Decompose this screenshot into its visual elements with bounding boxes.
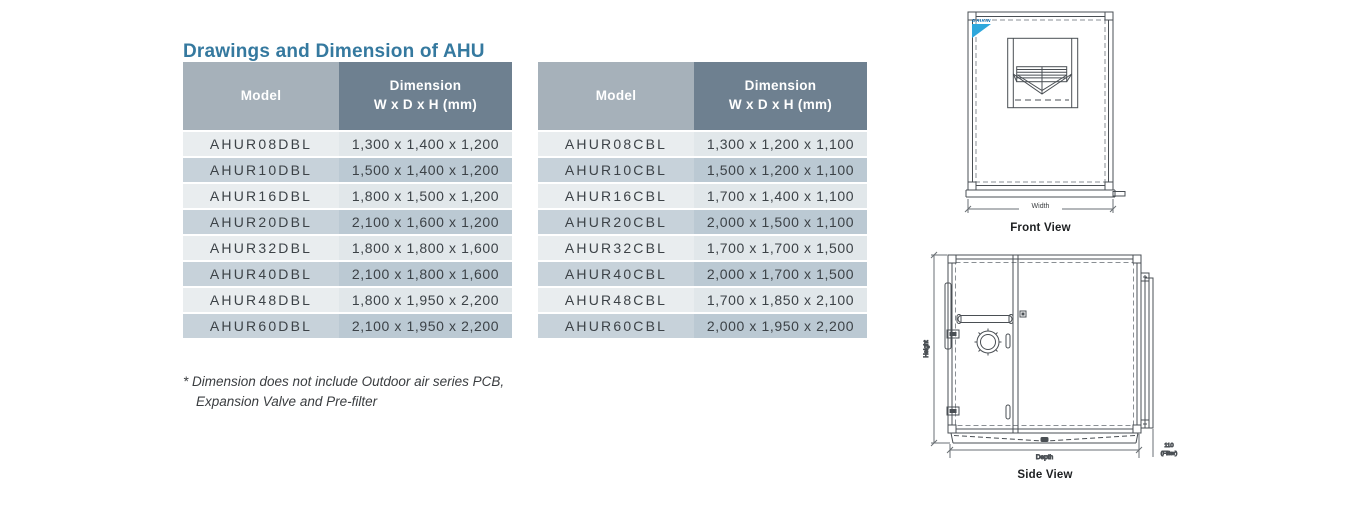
front-view-drawing: Width DAIKIN Front View xyxy=(945,8,1145,234)
daikin-logo: DAIKIN xyxy=(972,18,991,38)
dimension-cell: 2,000 x 1,950 x 2,200 xyxy=(694,314,867,338)
model-cell: AHUR10CBL xyxy=(538,158,694,182)
table-row: AHUR08DBL 1,300 x 1,400 x 1,200 xyxy=(183,132,512,156)
table-header: Model Dimension W x D x H (mm) xyxy=(183,62,512,130)
filter-panel-icon xyxy=(1140,272,1154,429)
model-cell: AHUR10DBL xyxy=(183,158,339,182)
dimension-cell: 1,700 x 1,400 x 1,100 xyxy=(694,184,867,208)
model-cell: AHUR32CBL xyxy=(538,236,694,260)
hinge-rail-icon xyxy=(944,282,952,350)
side-view-svg: Height Depth 110 (Filter) xyxy=(924,251,1178,462)
filter-dimension-value: 110 xyxy=(1164,443,1173,449)
dimension-cell: 1,800 x 1,800 x 1,600 xyxy=(339,236,512,260)
table-row: AHUR32CBL 1,700 x 1,700 x 1,500 xyxy=(538,236,867,260)
hinge-icon xyxy=(946,406,960,416)
depth-dimension-label: Depth xyxy=(1036,454,1054,461)
model-cell: AHUR16DBL xyxy=(183,184,339,208)
dimension-cell: 1,800 x 1,500 x 1,200 xyxy=(339,184,512,208)
model-cell: AHUR40DBL xyxy=(183,262,339,286)
dimension-header-line1: Dimension xyxy=(389,78,462,94)
porthole-icon xyxy=(974,328,1002,356)
table-row: AHUR20CBL 2,000 x 1,500 x 1,100 xyxy=(538,210,867,234)
table-row: AHUR32DBL 1,800 x 1,800 x 1,600 xyxy=(183,236,512,260)
column-header-dimension: Dimension W x D x H (mm) xyxy=(694,62,867,130)
height-dimension-label: Height xyxy=(924,340,930,358)
width-dimension-label: Width xyxy=(1032,203,1050,210)
table-row: AHUR16CBL 1,700 x 1,400 x 1,100 xyxy=(538,184,867,208)
column-header-model: Model xyxy=(183,62,339,130)
side-view-drawing: Height Depth 110 (Filter) Side View xyxy=(920,245,1185,481)
dimension-cell: 2,100 x 1,600 x 1,200 xyxy=(339,210,512,234)
door-handle-icon xyxy=(956,314,1014,324)
drain-fitting-icon xyxy=(1040,437,1049,442)
model-cell: AHUR48DBL xyxy=(183,288,339,312)
dimension-cell: 1,700 x 1,850 x 2,100 xyxy=(694,288,867,312)
dimension-cell: 2,100 x 1,800 x 1,600 xyxy=(339,262,512,286)
model-cell: AHUR08DBL xyxy=(183,132,339,156)
page-title: Drawings and Dimension of AHU xyxy=(183,40,485,62)
daikin-logo-triangle-icon xyxy=(972,24,991,38)
dimension-header-line2: W x D x H (mm) xyxy=(373,97,478,112)
column-header-model: Model xyxy=(538,62,694,130)
dimension-cell: 1,700 x 1,700 x 1,500 xyxy=(694,236,867,260)
door-latch-icon xyxy=(1005,404,1011,420)
model-cell: AHUR16CBL xyxy=(538,184,694,208)
model-cell: AHUR20DBL xyxy=(183,210,339,234)
hinge-icon xyxy=(946,329,960,339)
dimension-cell: 1,800 x 1,950 x 2,200 xyxy=(339,288,512,312)
louver-window-icon xyxy=(1007,37,1079,109)
table-row: AHUR16DBL 1,800 x 1,500 x 1,200 xyxy=(183,184,512,208)
model-cell: AHUR60CBL xyxy=(538,314,694,338)
dimension-cell: 1,300 x 1,400 x 1,200 xyxy=(339,132,512,156)
height-dimension xyxy=(930,251,950,447)
dimension-header-line1: Dimension xyxy=(744,78,817,94)
dimension-cell: 1,500 x 1,200 x 1,100 xyxy=(694,158,867,182)
dimension-cell: 2,000 x 1,700 x 1,500 xyxy=(694,262,867,286)
model-cell: AHUR40CBL xyxy=(538,262,694,286)
divider-latch-icon xyxy=(1019,310,1027,318)
front-view-caption: Front View xyxy=(1010,222,1071,234)
model-cell: AHUR08CBL xyxy=(538,132,694,156)
table-row: AHUR60CBL 2,000 x 1,950 x 2,200 xyxy=(538,314,867,338)
model-cell: AHUR20CBL xyxy=(538,210,694,234)
model-cell: AHUR48CBL xyxy=(538,288,694,312)
depth-dimension xyxy=(946,434,1143,458)
front-view-svg: Width DAIKIN xyxy=(964,11,1126,213)
dimension-cell: 2,000 x 1,500 x 1,100 xyxy=(694,210,867,234)
table-row: AHUR48DBL 1,800 x 1,950 x 2,200 xyxy=(183,288,512,312)
filter-dimension-label: (Filter) xyxy=(1161,451,1178,457)
table-row: AHUR20DBL 2,100 x 1,600 x 1,200 xyxy=(183,210,512,234)
daikin-logo-text: DAIKIN xyxy=(972,18,991,24)
side-view-caption: Side View xyxy=(1017,469,1073,481)
dimension-header-line2: W x D x H (mm) xyxy=(728,97,833,112)
table-row: AHUR40CBL 2,000 x 1,700 x 1,500 xyxy=(538,262,867,286)
table-row: AHUR08CBL 1,300 x 1,200 x 1,100 xyxy=(538,132,867,156)
table-row: AHUR10DBL 1,500 x 1,400 x 1,200 xyxy=(183,158,512,182)
table-row: AHUR60DBL 2,100 x 1,950 x 2,200 xyxy=(183,314,512,338)
dimension-cell: 1,300 x 1,200 x 1,100 xyxy=(694,132,867,156)
drain-stub-icon xyxy=(1112,191,1126,197)
model-cell: AHUR60DBL xyxy=(183,314,339,338)
table-row: AHUR48CBL 1,700 x 1,850 x 2,100 xyxy=(538,288,867,312)
table-row: AHUR10CBL 1,500 x 1,200 x 1,100 xyxy=(538,158,867,182)
dimension-table-dbl: Model Dimension W x D x H (mm) AHUR08DBL… xyxy=(183,62,512,338)
dimension-cell: 2,100 x 1,950 x 2,200 xyxy=(339,314,512,338)
table-header: Model Dimension W x D x H (mm) xyxy=(538,62,867,130)
table-row: AHUR40DBL 2,100 x 1,800 x 1,600 xyxy=(183,262,512,286)
footnote: * Dimension does not include Outdoor air… xyxy=(183,372,504,411)
model-cell: AHUR32DBL xyxy=(183,236,339,260)
door-latch-icon xyxy=(1005,333,1011,349)
footnote-line1: * Dimension does not include Outdoor air… xyxy=(183,374,505,389)
dimension-cell: 1,500 x 1,400 x 1,200 xyxy=(339,158,512,182)
column-header-dimension: Dimension W x D x H (mm) xyxy=(339,62,512,130)
footnote-line2: Expansion Valve and Pre-filter xyxy=(196,393,378,409)
dimension-table-cbl: Model Dimension W x D x H (mm) AHUR08CBL… xyxy=(538,62,867,338)
